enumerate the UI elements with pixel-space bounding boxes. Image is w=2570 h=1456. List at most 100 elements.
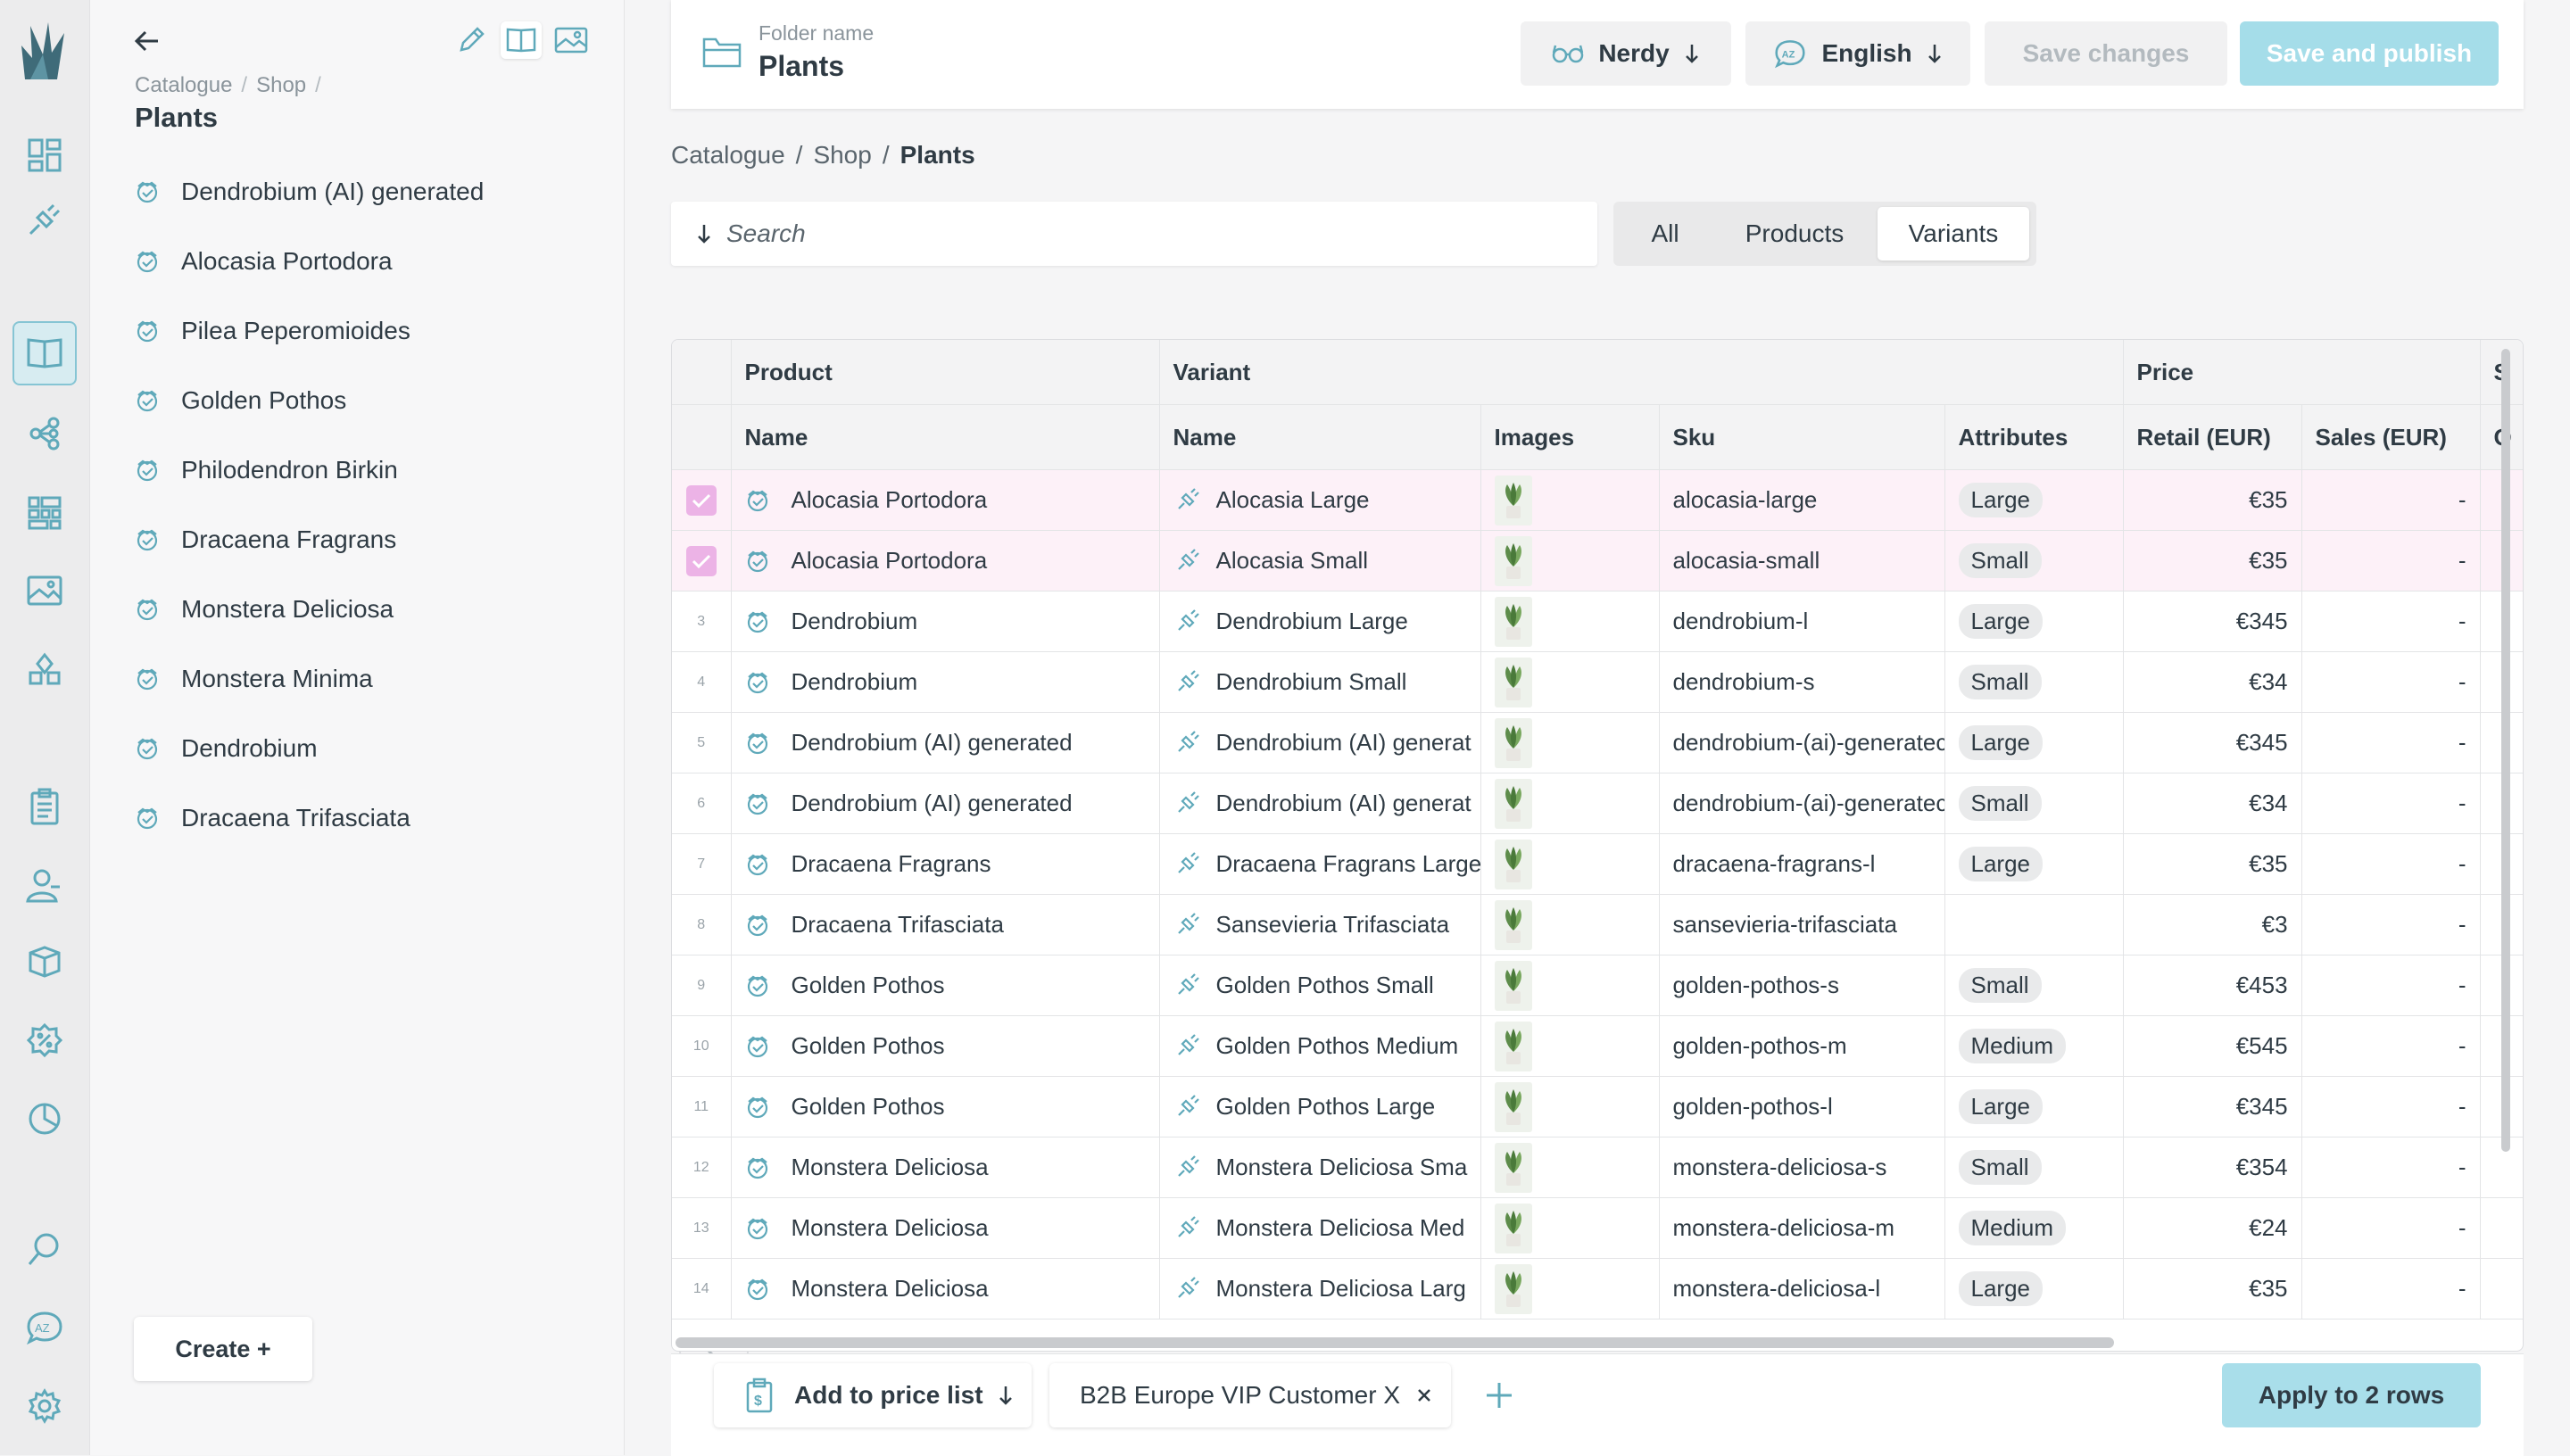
row-number[interactable]: 10 xyxy=(672,1015,732,1077)
cell-images[interactable] xyxy=(1480,530,1660,592)
cell-product-name[interactable]: Dendrobium (AI) generated xyxy=(731,773,1160,834)
sidebar-crumb-catalogue[interactable]: Catalogue xyxy=(135,73,233,97)
cell-sku[interactable]: monstera-deliciosa-l xyxy=(1659,1258,1945,1320)
cell-images[interactable] xyxy=(1480,1015,1660,1077)
table-row[interactable]: 3 Dendrobium Dendrobium Large dendrobium-l L… xyxy=(672,591,2523,652)
plant-thumbnail[interactable] xyxy=(1494,717,1532,768)
sidebar-item[interactable]: Golden Pothos xyxy=(135,366,484,435)
dashboard-icon[interactable] xyxy=(12,123,77,187)
cell-variant-name[interactable]: Dendrobium Small xyxy=(1159,651,1481,713)
cell-retail-price[interactable]: €354 xyxy=(2123,1137,2302,1198)
cell-product-name[interactable]: Dendrobium xyxy=(731,591,1160,652)
cell-retail-price[interactable]: €345 xyxy=(2123,591,2302,652)
cell-sales-price[interactable]: - xyxy=(2301,591,2481,652)
price-list-chip[interactable]: B2B Europe VIP Customer X xyxy=(1049,1363,1451,1427)
plant-thumbnail[interactable] xyxy=(1494,839,1532,889)
cell-sku[interactable]: golden-pothos-m xyxy=(1659,1015,1945,1077)
cell-product-name[interactable]: Dendrobium (AI) generated xyxy=(731,712,1160,774)
edit-pencil-icon[interactable] xyxy=(451,21,492,59)
cell-retail-price[interactable]: €24 xyxy=(2123,1197,2302,1259)
crumb-catalogue[interactable]: Catalogue xyxy=(671,141,785,169)
cell-sales-price[interactable]: - xyxy=(2301,1258,2481,1320)
cell-images[interactable] xyxy=(1480,1197,1660,1259)
cell-product-name[interactable]: Monstera Deliciosa xyxy=(731,1197,1160,1259)
row-number[interactable]: 8 xyxy=(672,894,732,956)
cell-retail-price[interactable]: €3 xyxy=(2123,894,2302,956)
cell-sales-price[interactable]: - xyxy=(2301,894,2481,956)
cell-sku[interactable]: alocasia-small xyxy=(1659,530,1945,592)
sidebar-item[interactable]: Dracaena Fragrans xyxy=(135,505,484,575)
horizontal-scrollbar[interactable] xyxy=(676,1337,2114,1348)
cell-overflow[interactable] xyxy=(2480,1258,2523,1320)
table-row[interactable]: 6 Dendrobium (AI) generated Dendrobium (AI… xyxy=(672,773,2523,834)
translate-icon[interactable]: AZ xyxy=(12,1295,77,1360)
cell-retail-price[interactable]: €453 xyxy=(2123,955,2302,1016)
cell-sales-price[interactable]: - xyxy=(2301,955,2481,1016)
cell-variant-name[interactable]: Monstera Deliciosa Larg xyxy=(1159,1258,1481,1320)
cell-retail-price[interactable]: €35 xyxy=(2123,1258,2302,1320)
plant-thumbnail[interactable] xyxy=(1494,778,1532,829)
sidebar-item[interactable]: Dendrobium (AI) generated xyxy=(135,157,484,227)
row-number[interactable]: 13 xyxy=(672,1197,732,1259)
cell-variant-name[interactable]: Dracaena Fragrans Large xyxy=(1159,833,1481,895)
cell-product-name[interactable]: Alocasia Portodora xyxy=(731,530,1160,592)
row-number[interactable]: 6 xyxy=(672,773,732,834)
sidebar-item[interactable]: Pilea Peperomioides xyxy=(135,296,484,366)
plant-thumbnail[interactable] xyxy=(1494,1263,1532,1314)
book-view-icon[interactable] xyxy=(501,21,542,59)
topics-icon[interactable] xyxy=(12,401,77,466)
table-row[interactable]: 8 Dracaena Trifasciata Sansevieria Trifasc… xyxy=(672,894,2523,956)
save-changes-button[interactable]: Save changes xyxy=(1985,21,2227,86)
col-retail[interactable]: Retail (EUR) xyxy=(2123,404,2302,470)
col-images[interactable]: Images xyxy=(1480,404,1660,470)
cell-attributes[interactable]: Large xyxy=(1944,712,2124,774)
settings-gear-icon[interactable] xyxy=(12,1374,77,1438)
grid-icon[interactable] xyxy=(12,480,77,544)
plant-thumbnail[interactable] xyxy=(1494,1081,1532,1132)
cell-attributes[interactable]: Large xyxy=(1944,469,2124,531)
filter-all[interactable]: All xyxy=(1651,219,1679,247)
plant-thumbnail[interactable] xyxy=(1494,535,1532,586)
row-number[interactable]: 7 xyxy=(672,833,732,895)
table-row[interactable]: 13 Monstera Deliciosa Monstera Deliciosa M… xyxy=(672,1197,2523,1259)
row-number[interactable]: 11 xyxy=(672,1076,732,1138)
vertical-scrollbar[interactable] xyxy=(2501,349,2510,1152)
cell-sales-price[interactable]: - xyxy=(2301,1015,2481,1077)
crumb-shop[interactable]: Shop xyxy=(813,141,872,169)
orders-icon[interactable] xyxy=(12,774,77,839)
shapes-icon[interactable] xyxy=(12,637,77,701)
table-row[interactable]: Alocasia Portodora Alocasia Small alocasia… xyxy=(672,530,2523,592)
sidebar-item[interactable]: Monstera Minima xyxy=(135,644,484,714)
cell-attributes[interactable]: Medium xyxy=(1944,1197,2124,1259)
plant-thumbnail[interactable] xyxy=(1494,475,1532,525)
plant-thumbnail[interactable] xyxy=(1494,1203,1532,1253)
col-sales[interactable]: Sales (EUR) xyxy=(2301,404,2481,470)
cell-product-name[interactable]: Dracaena Fragrans xyxy=(731,833,1160,895)
cell-product-name[interactable]: Golden Pothos xyxy=(731,1015,1160,1077)
table-row[interactable]: 11 Golden Pothos Golden Pothos Large golden… xyxy=(672,1076,2523,1138)
col-product-name[interactable]: Name xyxy=(731,404,1160,470)
row-number[interactable]: 5 xyxy=(672,712,732,774)
cell-attributes[interactable]: Small xyxy=(1944,1137,2124,1198)
add-plus-icon[interactable] xyxy=(1483,1379,1515,1411)
cell-sku[interactable]: golden-pothos-l xyxy=(1659,1076,1945,1138)
discount-icon[interactable] xyxy=(12,1008,77,1072)
cell-sales-price[interactable]: - xyxy=(2301,712,2481,774)
cell-sales-price[interactable]: - xyxy=(2301,469,2481,531)
col-attributes[interactable]: Attributes xyxy=(1944,404,2124,470)
cell-attributes[interactable]: Small xyxy=(1944,773,2124,834)
plant-thumbnail[interactable] xyxy=(1494,596,1532,647)
cell-sku[interactable]: dendrobium-s xyxy=(1659,651,1945,713)
cell-attributes[interactable]: Small xyxy=(1944,651,2124,713)
sidebar-item[interactable]: Alocasia Portodora xyxy=(135,227,484,296)
stock-icon[interactable] xyxy=(12,930,77,994)
cell-retail-price[interactable]: €35 xyxy=(2123,469,2302,531)
cell-images[interactable] xyxy=(1480,894,1660,956)
cell-sales-price[interactable]: - xyxy=(2301,833,2481,895)
add-to-price-list-button[interactable]: $ Add to price list xyxy=(714,1363,1032,1427)
cell-attributes[interactable]: Small xyxy=(1944,955,2124,1016)
checkbox-checked-icon[interactable] xyxy=(685,484,717,516)
cell-sku[interactable]: dracaena-fragrans-l xyxy=(1659,833,1945,895)
plant-thumbnail[interactable] xyxy=(1494,960,1532,1011)
cell-sku[interactable]: dendrobium-(ai)-generatec xyxy=(1659,712,1945,774)
